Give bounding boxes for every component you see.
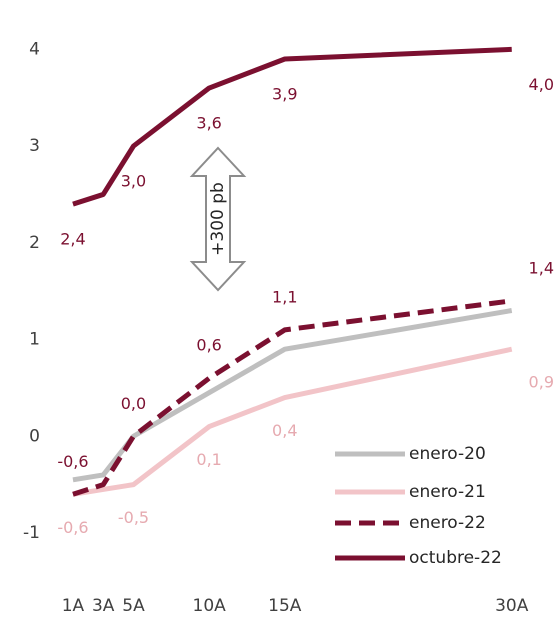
value-label: 3,9: [272, 85, 297, 104]
plot: -1 0 1 2 3 4 1A 3A 5A 10A 15A 30A enero-20 -0,6 -0,5 0,…: [23, 39, 554, 616]
legend-label: enero-22: [409, 513, 486, 533]
value-label: 2,4: [60, 230, 85, 249]
y-tick-label: 2: [29, 233, 40, 253]
series-line: [72, 308, 513, 483]
y-tick-label: 4: [29, 39, 40, 59]
value-label: 1,1: [272, 287, 297, 306]
x-tick-label: 1A: [62, 596, 85, 616]
value-label: 0,9: [529, 373, 554, 392]
x-tick-label: 30A: [495, 596, 529, 616]
annotation-text: +300 pb: [208, 182, 228, 256]
x-tick-label: 10A: [193, 596, 227, 616]
value-label: 0,1: [196, 450, 221, 469]
value-label: -0,6: [57, 518, 88, 537]
legend-label: enero-21: [409, 482, 486, 502]
series-line: [72, 298, 513, 497]
annotation-arrow: +300 pb: [189, 146, 247, 292]
value-label: 0,4: [272, 421, 297, 440]
series-line: [72, 346, 513, 497]
x-tick-label: 5A: [122, 596, 145, 616]
value-label: 3,0: [121, 172, 146, 191]
x-tick-label: 3A: [92, 596, 115, 616]
value-label: 4,0: [529, 75, 554, 94]
legend-label: octubre-22: [409, 548, 502, 568]
y-tick-label: -1: [23, 523, 40, 543]
value-label: -0,5: [118, 508, 149, 527]
value-label: 1,4: [529, 258, 554, 277]
value-label: -0,6: [57, 452, 88, 471]
y-tick-label: 1: [29, 330, 40, 350]
y-tick-label: 0: [29, 426, 40, 446]
double-arrow: [189, 146, 247, 292]
legend-label: enero-20: [409, 444, 486, 464]
series-line: [72, 46, 512, 207]
value-label: 0,6: [196, 336, 221, 355]
y-tick-label: 3: [29, 136, 40, 156]
value-label: 0,0: [121, 394, 146, 413]
value-label: 3,6: [196, 114, 221, 133]
x-tick-label: 15A: [268, 596, 302, 616]
